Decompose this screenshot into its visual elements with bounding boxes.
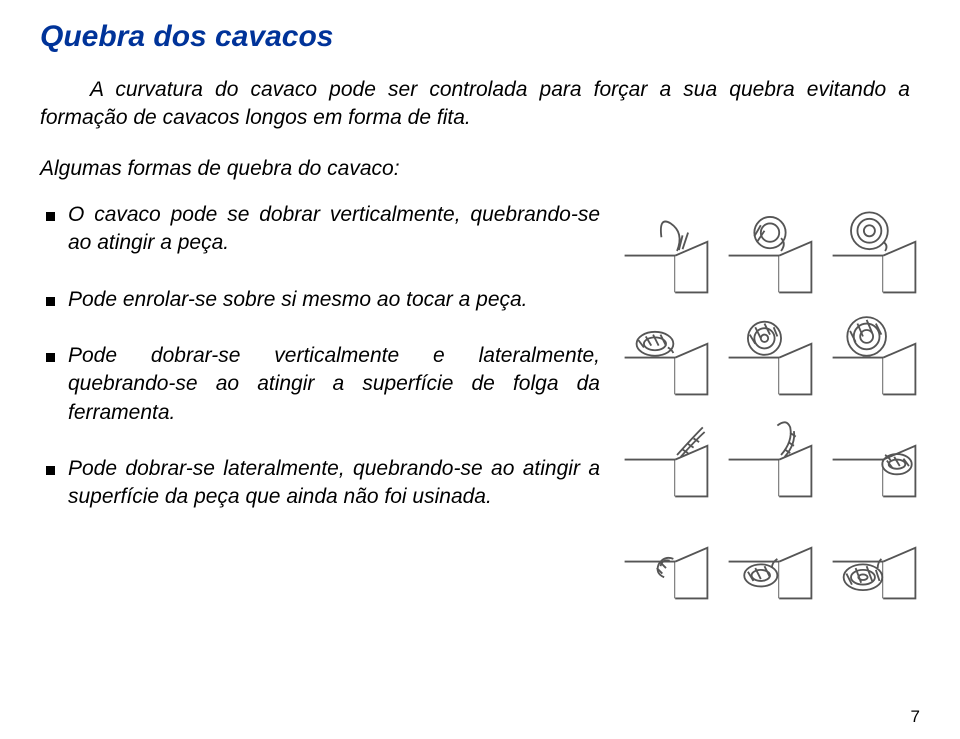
chip-diagram-icon: [828, 205, 920, 297]
bullet-list: O cavaco pode se dobrar verticalmente, q…: [40, 201, 600, 512]
chip-diagram-icon: [828, 511, 920, 603]
figure-row: [620, 409, 920, 501]
bullet-item: O cavaco pode se dobrar verticalmente, q…: [40, 201, 600, 258]
figures-column: [620, 201, 920, 603]
bullets-column: O cavaco pode se dobrar verticalmente, q…: [40, 201, 620, 603]
chip-diagram-icon: [724, 409, 816, 501]
page-title: Quebra dos cavacos: [40, 20, 920, 54]
figure-row: [620, 205, 920, 297]
chip-diagram-icon: [620, 409, 712, 501]
subheading: Algumas formas de quebra do cavaco:: [40, 155, 920, 183]
chip-diagram-icon: [620, 511, 712, 603]
intro-paragraph: A curvatura do cavaco pode ser controlad…: [40, 76, 920, 133]
chip-diagram-icon: [620, 307, 712, 399]
content-row: O cavaco pode se dobrar verticalmente, q…: [40, 201, 920, 603]
bullet-item: Pode enrolar-se sobre si mesmo ao tocar …: [40, 286, 600, 314]
bullet-item: Pode dobrar-se lateralmente, quebrando-s…: [40, 455, 600, 512]
chip-diagram-icon: [724, 205, 816, 297]
figure-row: [620, 307, 920, 399]
chip-diagram-icon: [620, 205, 712, 297]
page-number: 7: [911, 707, 920, 727]
chip-diagram-icon: [828, 409, 920, 501]
chip-diagram-icon: [724, 511, 816, 603]
figure-row: [620, 511, 920, 603]
chip-diagram-icon: [828, 307, 920, 399]
bullet-item: Pode dobrar-se verticalmente e lateralme…: [40, 342, 600, 427]
chip-diagram-icon: [724, 307, 816, 399]
